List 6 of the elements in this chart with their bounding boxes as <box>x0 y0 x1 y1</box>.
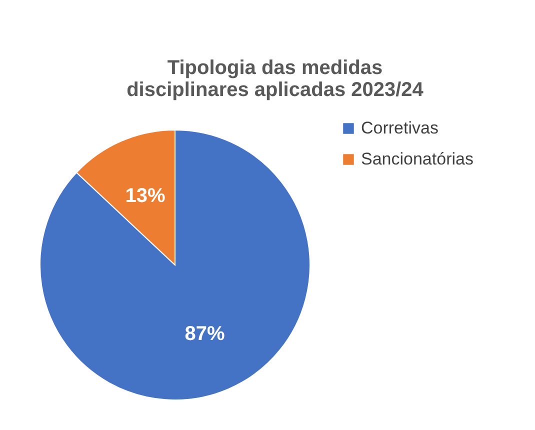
data-label: 13% <box>125 185 166 208</box>
legend-label: Sancionatórias <box>361 150 474 168</box>
chart-title: Tipologia das medidas disciplinares aplicadas 2023/24 <box>126 57 424 101</box>
data-label: 87% <box>184 322 226 345</box>
pie-slice <box>40 130 310 400</box>
legend-label: Corretivas <box>361 118 438 138</box>
